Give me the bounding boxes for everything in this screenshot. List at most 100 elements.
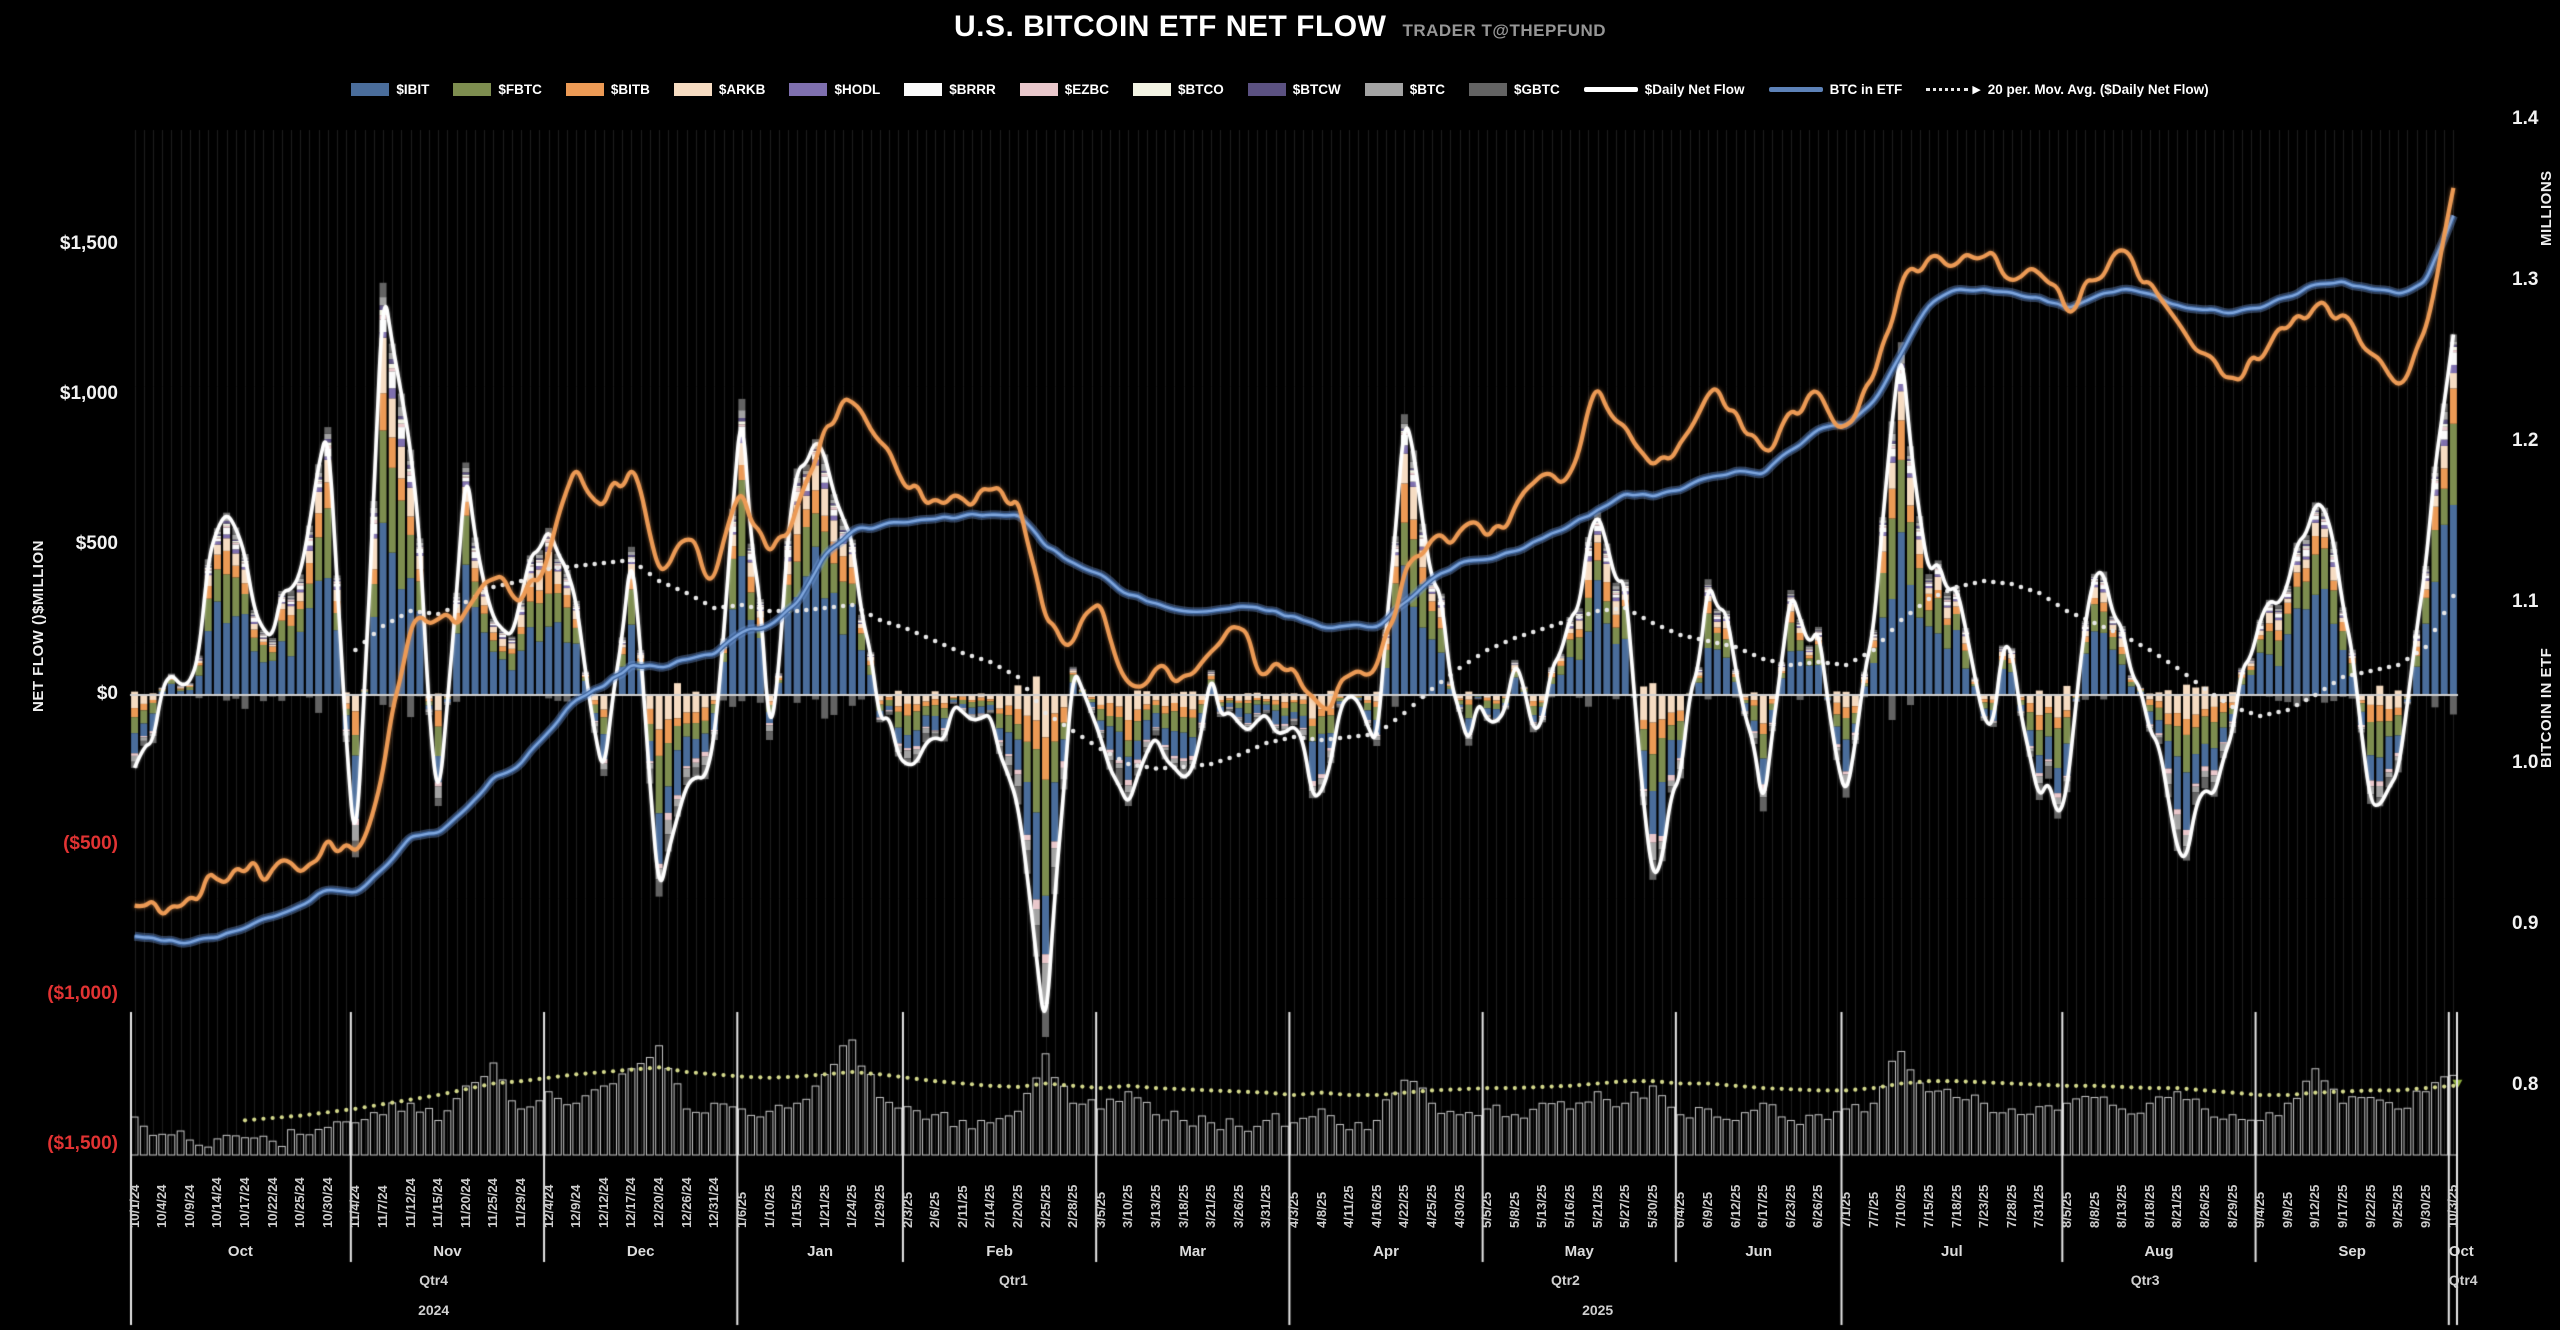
month-label: Feb xyxy=(986,1243,1013,1260)
date-tick-label: 5/13/25 xyxy=(1534,1184,1550,1228)
date-tick-label: 4/16/25 xyxy=(1368,1184,1384,1228)
right-axis-tick: 1.2 xyxy=(2512,430,2539,451)
date-tick-label: 10/25/24 xyxy=(292,1177,308,1228)
legend-label: $BTCW xyxy=(1292,82,1341,97)
date-tick-label: 8/18/25 xyxy=(2141,1184,2157,1228)
legend-item--daily-net-flow: $Daily Net Flow xyxy=(1583,82,1745,97)
left-axis-title: NET FLOW ()$MILLION xyxy=(30,540,47,712)
date-tick-label: 9/9/25 xyxy=(2279,1191,2295,1228)
legend-label: $FBTC xyxy=(498,82,542,97)
date-tick-label: 12/4/24 xyxy=(540,1184,556,1228)
date-tick-label: 6/17/25 xyxy=(1755,1184,1771,1228)
year-label: 2025 xyxy=(1582,1302,1614,1318)
date-tick-label: 10/3/25 xyxy=(2445,1184,2461,1228)
date-tick-label: 3/21/25 xyxy=(1203,1184,1219,1228)
month-label: May xyxy=(1564,1243,1594,1260)
date-tick-label: 9/4/25 xyxy=(2252,1191,2268,1228)
date-tick-label: 2/28/25 xyxy=(1065,1184,1081,1228)
month-label: Aug xyxy=(2144,1243,2174,1260)
legend-bar-swatch xyxy=(1469,83,1508,96)
date-tick-label: 2/3/25 xyxy=(899,1191,915,1228)
year-label: 2024 xyxy=(418,1302,450,1318)
date-tick-label: 8/13/25 xyxy=(2114,1184,2130,1228)
right-axis-unit-label: MILLIONS xyxy=(2538,170,2555,246)
date-tick-label: 4/30/25 xyxy=(1451,1184,1467,1228)
month-label: Dec xyxy=(626,1243,655,1260)
left-axis-tick: ($1,500) xyxy=(47,1133,118,1154)
date-tick-label: 12/31/24 xyxy=(706,1177,722,1228)
month-label: Mar xyxy=(1179,1243,1207,1260)
date-tick-label: 8/5/25 xyxy=(2058,1191,2074,1228)
date-tick-label: 7/31/25 xyxy=(2031,1184,2047,1228)
legend-label: $EZBC xyxy=(1064,82,1109,97)
date-tick-label: 3/10/25 xyxy=(1120,1184,1136,1228)
date-tick-label: 1/10/25 xyxy=(761,1184,777,1228)
legend-item-20-per-mov-avg-daily-net-flow-: ▶ 20 per. Mov. Avg. ($Daily Net Flow) xyxy=(1926,82,2209,97)
date-tick-label: 4/25/25 xyxy=(1424,1184,1440,1228)
date-tick-label: 9/12/25 xyxy=(2307,1184,2323,1228)
date-tick-label: 7/23/25 xyxy=(1976,1184,1992,1228)
date-tick-label: 8/26/25 xyxy=(2196,1184,2212,1228)
legend-bar-swatch xyxy=(565,83,604,96)
date-tick-label: 4/8/25 xyxy=(1313,1191,1329,1228)
date-tick-label: 5/27/25 xyxy=(1617,1184,1633,1228)
date-tick-label: 1/6/25 xyxy=(733,1191,749,1228)
legend-label: $BTC xyxy=(1409,82,1446,97)
date-tick-label: 10/1/24 xyxy=(126,1184,142,1228)
legend-item--ibit: $IBIT xyxy=(351,82,429,97)
legend-line-swatch xyxy=(1583,87,1638,92)
date-tick-label: 6/12/25 xyxy=(1727,1184,1743,1228)
legend-item--arkb: $ARKB xyxy=(673,82,766,97)
legend-label: $ARKB xyxy=(718,82,766,97)
month-label: Oct xyxy=(227,1243,253,1260)
month-label: Oct xyxy=(2449,1243,2474,1260)
quarter-label: Qtr4 xyxy=(2449,1272,2478,1288)
legend-bar-swatch xyxy=(1364,83,1403,96)
right-axis-tick: 1.3 xyxy=(2512,269,2539,290)
title-bar: U.S. BITCOIN ETF NET FLOW TRADER T@THEPF… xyxy=(0,10,2560,44)
date-tick-label: 4/11/25 xyxy=(1341,1185,1357,1228)
date-tick-label: 11/4/24 xyxy=(347,1185,363,1228)
date-tick-label: 12/9/24 xyxy=(568,1184,584,1228)
date-tick-label: 10/9/24 xyxy=(181,1184,197,1228)
date-tick-label: 11/29/24 xyxy=(513,1178,529,1228)
date-tick-label: 4/3/25 xyxy=(1286,1191,1301,1228)
legend-item--btcw: $BTCW xyxy=(1247,82,1341,97)
date-tick-label: 6/26/25 xyxy=(1810,1184,1826,1228)
date-tick-label: 10/22/24 xyxy=(264,1177,280,1228)
date-tick-label: 7/10/25 xyxy=(1893,1184,1909,1228)
date-tick-label: 3/26/25 xyxy=(1230,1184,1246,1228)
date-tick-label: 9/17/25 xyxy=(2334,1184,2350,1228)
legend-label: $BRRR xyxy=(949,82,996,97)
month-label: Nov xyxy=(433,1243,462,1260)
legend-label: $BITB xyxy=(610,82,650,97)
date-tick-label: 9/30/25 xyxy=(2417,1184,2433,1228)
month-label: Jul xyxy=(1941,1243,1963,1260)
date-tick-label: 9/22/25 xyxy=(2362,1184,2378,1228)
month-label: Jan xyxy=(807,1243,834,1260)
date-tick-label: 5/5/25 xyxy=(1479,1191,1495,1228)
legend-bar-swatch xyxy=(1132,83,1171,96)
date-tick-label: 3/18/25 xyxy=(1175,1184,1191,1228)
legend-item--bitb: $BITB xyxy=(565,82,650,97)
date-tick-label: 1/15/25 xyxy=(789,1184,805,1228)
date-tick-label: 9/25/25 xyxy=(2390,1184,2406,1228)
left-axis-tick: $1,000 xyxy=(59,383,118,404)
legend-item--fbtc: $FBTC xyxy=(453,82,542,97)
legend-line-swatch xyxy=(1768,87,1823,92)
date-tick-label: 3/13/25 xyxy=(1147,1184,1163,1228)
date-tick-label: 5/8/25 xyxy=(1506,1191,1522,1228)
legend-bar-swatch xyxy=(789,83,828,96)
chart-legend: $IBIT $FBTC $BITB $ARKB $HODL $BRRR $EZBC $BTCO… xyxy=(0,82,2560,97)
month-label: Apr xyxy=(1373,1243,1399,1260)
date-tick-label: 8/21/25 xyxy=(2169,1184,2185,1228)
date-tick-label: 5/21/25 xyxy=(1589,1184,1605,1228)
date-tick-label: 7/15/25 xyxy=(1920,1184,1936,1228)
date-tick-label: 6/9/25 xyxy=(1700,1191,1716,1228)
date-tick-label: 1/24/25 xyxy=(844,1184,860,1228)
right-axis-tick: 1.1 xyxy=(2512,591,2539,612)
right-axis-tick: 1.0 xyxy=(2512,752,2539,773)
legend-item--btc: $BTC xyxy=(1364,82,1446,97)
date-tick-label: 2/6/25 xyxy=(927,1191,943,1228)
date-tick-label: 3/31/25 xyxy=(1258,1184,1274,1228)
